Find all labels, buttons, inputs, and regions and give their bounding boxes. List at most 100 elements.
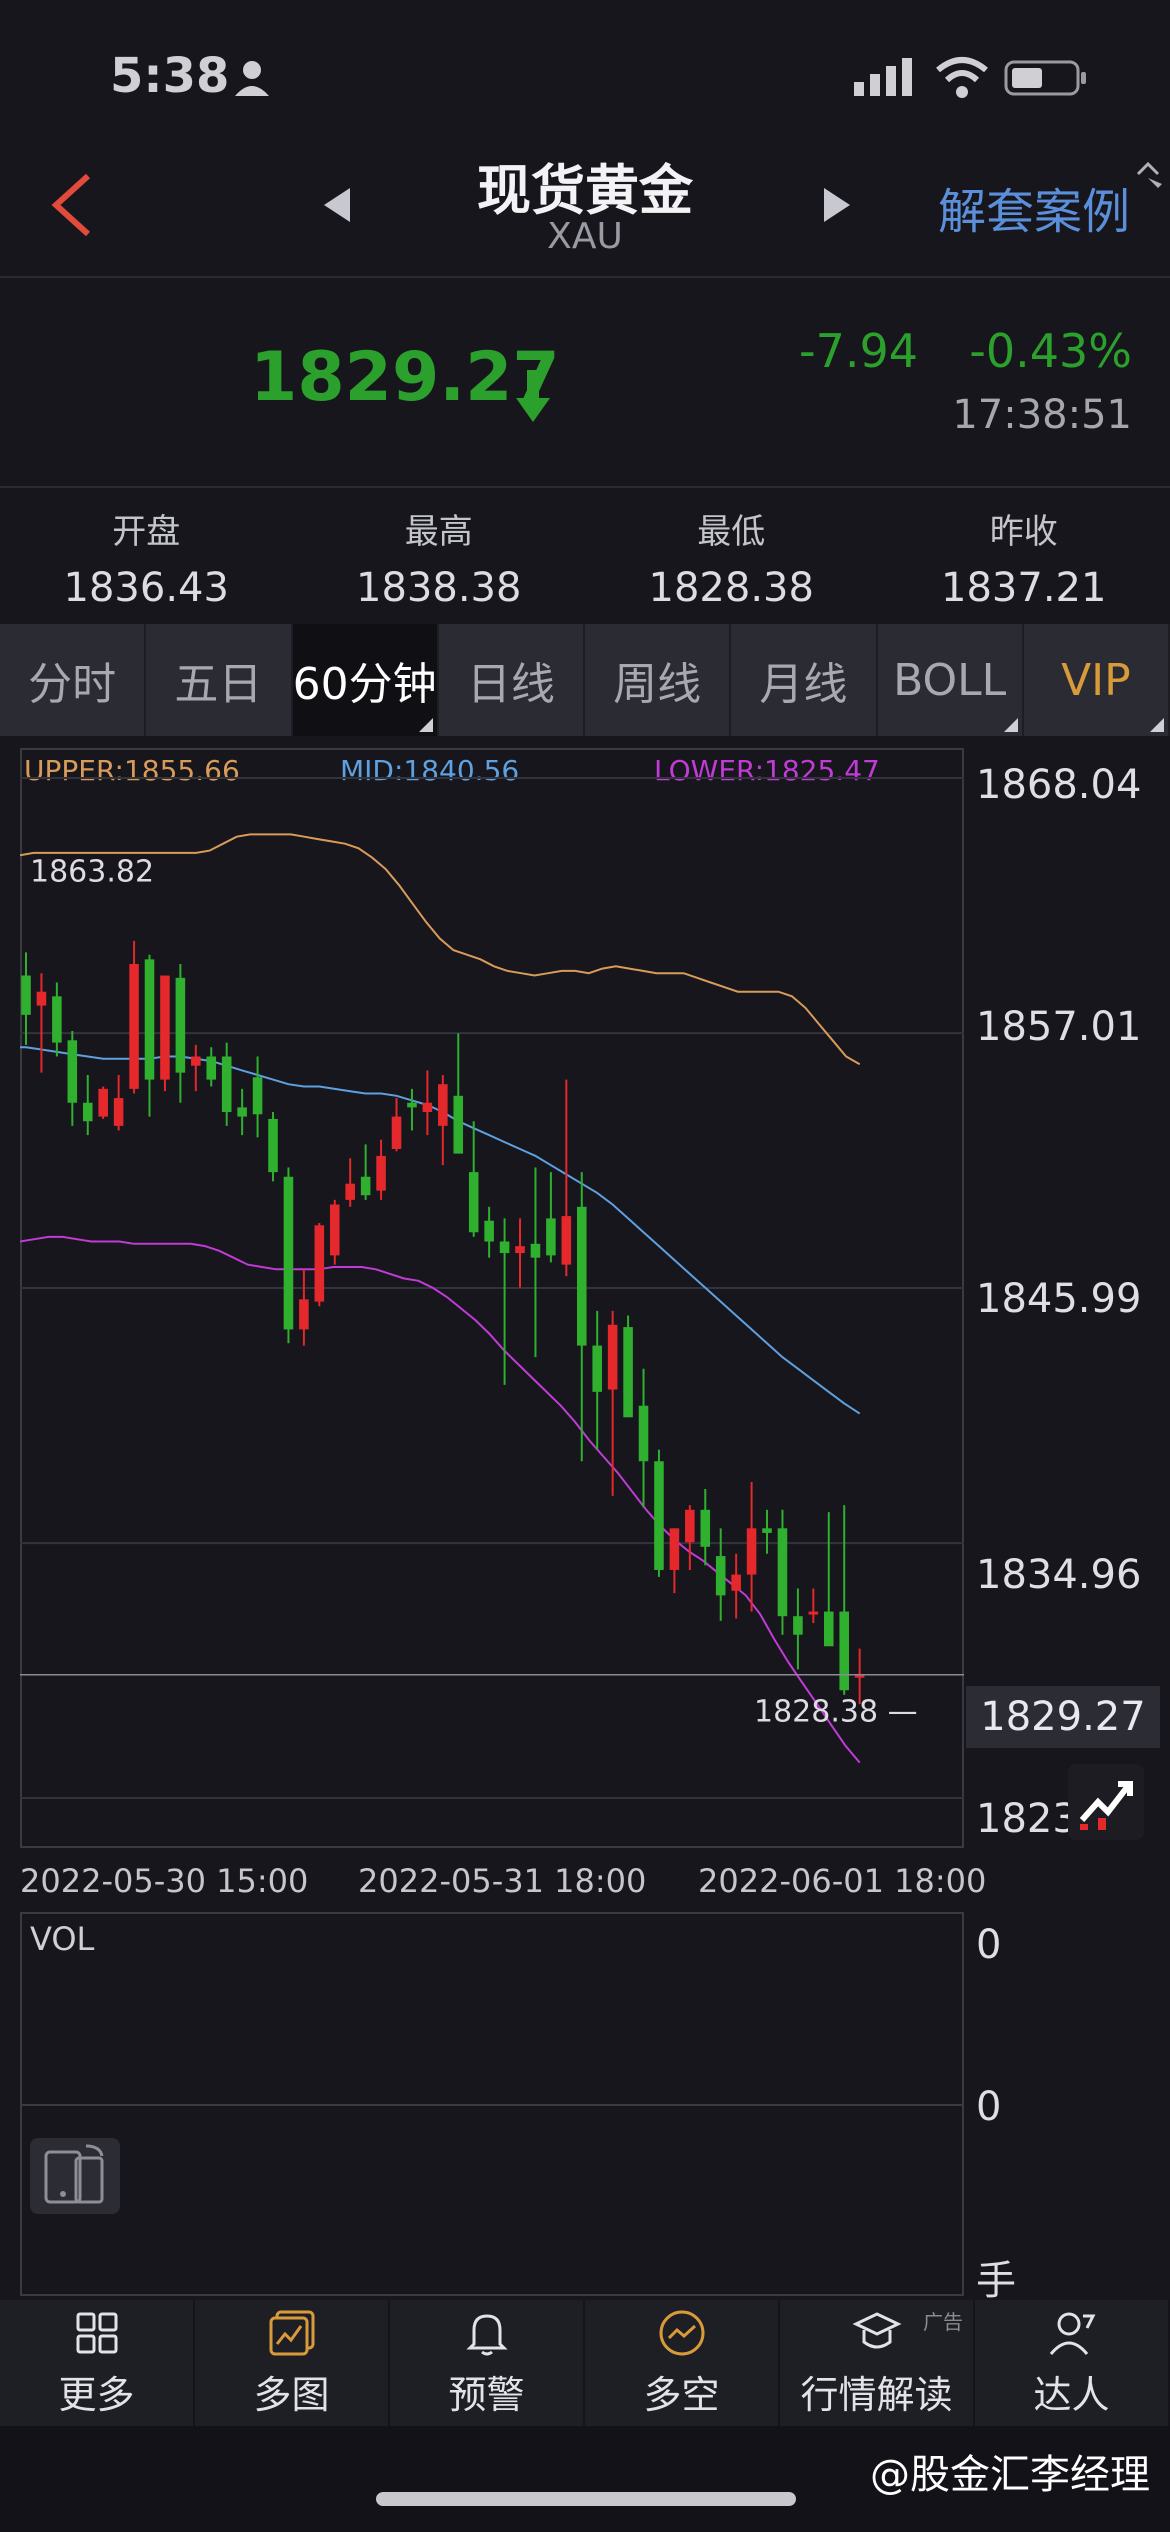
kline-plot: 1863.82 1828.38 — (20, 777, 964, 1799)
candle-body (715, 1556, 726, 1596)
nav-label: 多空 (643, 2372, 720, 2417)
back-icon[interactable] (44, 170, 104, 240)
stat-value: 1837.21 (941, 565, 1107, 611)
dropdown-corner-icon (418, 718, 433, 732)
period-tabs: 分时 五日 60分钟 日线 周线 月线 BOLL VIP (0, 624, 1170, 736)
candle-body (314, 1225, 325, 1302)
candle-body (160, 975, 170, 1080)
tab-five-day[interactable]: 五日 (146, 624, 293, 736)
trend-toggle-icon[interactable] (1068, 1764, 1144, 1840)
volume-unit: 手 (976, 2258, 1016, 2304)
candle-body (793, 1616, 803, 1635)
candle-body (252, 1077, 263, 1115)
candle-body (36, 991, 47, 1006)
band-upper-line (20, 833, 861, 1066)
candle-body (484, 1220, 494, 1242)
case-link[interactable]: 解套案例 (937, 184, 1130, 240)
candle-body (329, 1204, 340, 1256)
tab-60min[interactable]: 60分钟 (292, 624, 439, 736)
kline-chart[interactable] (20, 748, 964, 1848)
candle-body (299, 1299, 309, 1330)
candle-body (839, 1611, 850, 1691)
price-axis-label: 1845.99 (976, 1276, 1142, 1322)
volume-axis-label: 0 (976, 1922, 1002, 1968)
candle-body (823, 1611, 834, 1647)
stat-label: 最高 (404, 512, 473, 552)
band-lower-line (20, 1235, 861, 1764)
legend-upper: UPPER:1855.66 (24, 754, 240, 787)
rotate-screen-icon[interactable] (30, 2138, 120, 2214)
candle-body (762, 1528, 772, 1533)
current-price: 1829.27 (250, 338, 560, 417)
candle-body (98, 1088, 108, 1117)
candle-body (191, 1056, 201, 1066)
wifi-icon (936, 57, 988, 98)
nav-label: 多图 (253, 2372, 330, 2417)
candle-body (592, 1345, 602, 1392)
page-title: 现货黄金 (477, 159, 693, 222)
candle-body (607, 1324, 618, 1390)
tab-vip[interactable]: VIP (1024, 624, 1170, 736)
tab-weekly[interactable]: 周线 (585, 624, 732, 736)
nav-alert[interactable]: 预警 (390, 2300, 585, 2426)
volume-label: VOL (30, 1920, 95, 1958)
candle-body (376, 1155, 386, 1191)
stat-prev-close: 昨收 1837.21 (878, 498, 1170, 618)
divider (0, 276, 1170, 278)
stat-open: 开盘 1836.43 (0, 498, 293, 618)
tab-daily[interactable]: 日线 (439, 624, 585, 736)
prev-arrow-icon[interactable] (320, 186, 354, 224)
low-marker-label: 1828.38 — (754, 1694, 918, 1729)
signal-icon (854, 58, 912, 96)
price-axis-label: 1857.01 (976, 1004, 1142, 1050)
battery-icon (1004, 60, 1086, 96)
tab-label: BOLL (893, 654, 1007, 706)
grid-icon (76, 2312, 117, 2353)
candle-body (67, 1040, 78, 1103)
nav-label: 达人 (1033, 2372, 1110, 2417)
status-time: 5:38 (110, 48, 230, 104)
stat-low: 最低 1828.38 (585, 498, 878, 618)
stats-row: 开盘 1836.43 最高 1838.38 最低 1828.38 昨收 1837… (0, 498, 1170, 618)
nav-label: 行情解读 (800, 2372, 953, 2417)
trend-circle-icon (659, 2310, 704, 2355)
candle-body (499, 1241, 510, 1254)
candle-body (669, 1528, 680, 1570)
last-price-tag: 1829.27 (966, 1686, 1160, 1748)
candle-body (360, 1176, 371, 1196)
date-label: 2022-05-30 15:00 (20, 1862, 309, 1900)
nav-label: 预警 (448, 2372, 525, 2417)
nav-experts[interactable]: 达人 (975, 2300, 1170, 2426)
tab-indicator[interactable]: BOLL (878, 624, 1024, 736)
candle-body (561, 1216, 572, 1265)
next-arrow-icon[interactable] (820, 186, 854, 224)
candle-body (345, 1183, 355, 1200)
stat-value: 1836.43 (63, 565, 229, 611)
candle-body (530, 1243, 541, 1258)
candle-body (453, 1095, 464, 1154)
volume-axis-label: 0 (976, 2084, 1002, 2130)
candle-body (21, 975, 31, 1015)
date-label: 2022-05-31 18:00 (358, 1862, 647, 1900)
candle-body (700, 1509, 711, 1547)
tab-intraday[interactable]: 分时 (0, 624, 147, 736)
nav-more[interactable]: 更多 (0, 2300, 195, 2426)
nav-market-insight[interactable]: 广告 行情解读 (780, 2300, 975, 2426)
stat-value: 1828.38 (648, 565, 814, 611)
candle-body (221, 1056, 232, 1112)
nav-multi-chart[interactable]: 多图 (195, 2300, 390, 2426)
home-indicator[interactable] (376, 2492, 796, 2506)
candle-body (777, 1528, 788, 1617)
candle-body (515, 1246, 525, 1254)
tab-monthly[interactable]: 月线 (731, 624, 878, 736)
nav-long-short[interactable]: 多空 (585, 2300, 780, 2426)
symbol-code: XAU (547, 216, 623, 257)
nav-label: 更多 (58, 2372, 135, 2417)
legend-lower: LOWER:1825.47 (654, 754, 880, 787)
candle-body (746, 1528, 757, 1575)
candle-body (237, 1107, 247, 1117)
price-change: -7.94 (798, 324, 918, 378)
candle-body (438, 1084, 448, 1126)
price-axis-label: 1834.96 (976, 1552, 1142, 1598)
watermark: @股金汇李经理 (870, 2452, 1150, 2498)
